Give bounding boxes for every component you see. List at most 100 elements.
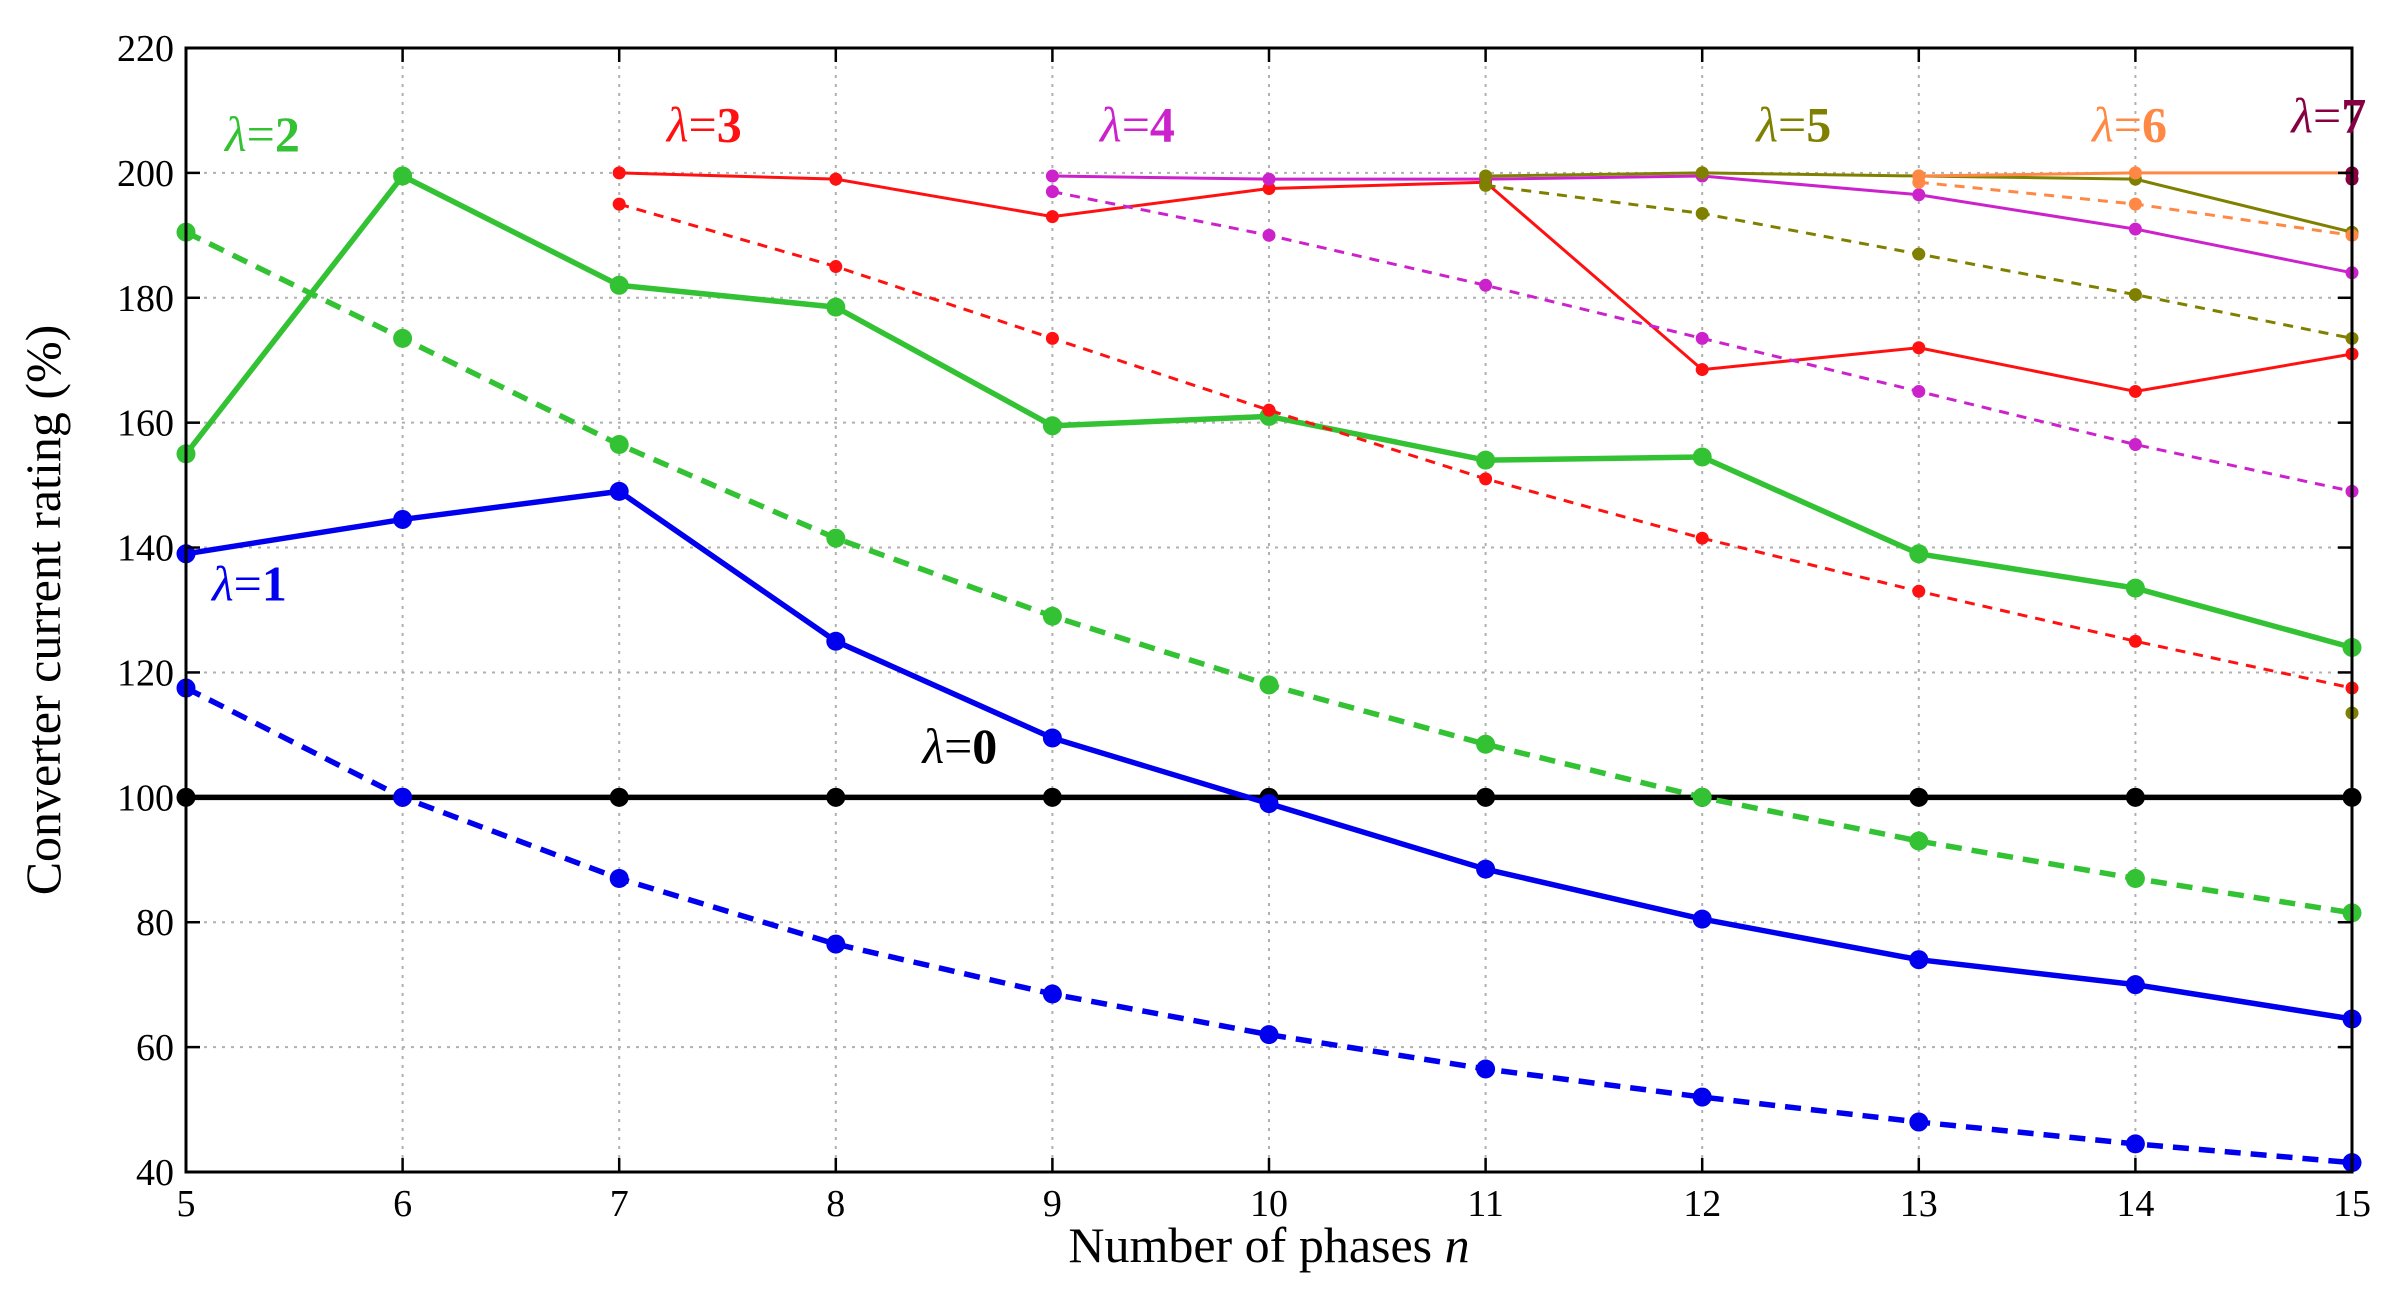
data-point: [1476, 859, 1496, 879]
data-point: [1912, 188, 1926, 202]
data-point: [609, 869, 629, 889]
x-tick-label: 7: [610, 1183, 629, 1225]
series-layer: [176, 166, 2362, 1173]
x-tick-label: 12: [1683, 1183, 1721, 1225]
data-point: [1479, 472, 1493, 486]
lambda-label-7: λ=7: [2289, 87, 2366, 143]
lambda-label-6: λ=6: [2090, 97, 2167, 153]
lambda-symbol: λ: [1754, 97, 1778, 153]
data-point: [1479, 169, 1493, 183]
data-point: [1909, 787, 1929, 807]
data-point: [1262, 228, 1276, 242]
series--4-dashed: [1045, 185, 2359, 498]
x-axis-title-variable: n: [1445, 1217, 1470, 1273]
lambda-equals: =: [1122, 97, 1150, 153]
data-point: [1259, 1025, 1279, 1045]
lambda-value: 4: [1150, 97, 1175, 153]
x-axis-title-text: Number of phases: [1068, 1217, 1444, 1273]
ticks: 5 6 7 8 9 10 11 12 13 14 1540608010012014016018020…: [117, 28, 2371, 1225]
data-point: [612, 166, 626, 180]
lambda-symbol: λ: [920, 718, 944, 774]
lambda-value: 1: [262, 556, 287, 612]
data-point: [1912, 584, 1926, 598]
series-line: [184, 685, 2353, 1166]
data-point: [2128, 166, 2142, 180]
y-tick-label: 100: [117, 777, 174, 819]
x-tick-label: 15: [2333, 1183, 2371, 1225]
y-tick-label: 140: [117, 528, 174, 570]
data-point: [1262, 403, 1276, 417]
data-point: [2128, 288, 2142, 302]
data-point: [1909, 950, 1929, 970]
y-axis-title: Converter current rating (%): [15, 325, 71, 896]
lambda-value: 2: [275, 106, 300, 162]
lambda-equals: =: [2114, 97, 2142, 153]
lambda-label-2: λ=2: [223, 106, 300, 162]
data-point: [1909, 1112, 1929, 1132]
data-point: [1262, 182, 1276, 195]
data-point: [1479, 178, 1493, 192]
data-point: [2128, 634, 2142, 648]
data-point: [393, 328, 413, 348]
data-point: [1479, 278, 1493, 292]
data-point: [1045, 210, 1059, 224]
annotations: λ=0λ=1λ=2 λ=3 λ=4 λ=5 λ=6 λ=7: [210, 87, 2366, 774]
x-tick-label: 5: [177, 1183, 196, 1225]
data-point: [826, 787, 846, 807]
data-point: [826, 934, 846, 954]
lambda-symbol: λ: [665, 97, 689, 153]
x-tick-label: 8: [826, 1183, 845, 1225]
data-point: [1042, 984, 1062, 1004]
lambda-label-3: λ=3: [665, 97, 742, 153]
x-tick-label: 10: [1250, 1183, 1288, 1225]
data-point: [1259, 675, 1279, 695]
data-point: [826, 528, 846, 548]
y-tick-label: 220: [117, 28, 174, 70]
x-tick-label: 11: [1467, 1183, 1504, 1225]
data-point: [609, 787, 629, 807]
data-point: [609, 481, 629, 501]
data-point: [393, 166, 413, 186]
x-tick-label: 9: [1043, 1183, 1062, 1225]
data-point: [1912, 175, 1926, 189]
lambda-equals: =: [2313, 87, 2341, 143]
lambda-value: 0: [972, 718, 997, 774]
lambda-label-4: λ=4: [1098, 97, 1175, 153]
data-point: [1909, 544, 1929, 564]
data-point: [1476, 734, 1496, 754]
lambda-value: 6: [2142, 97, 2167, 153]
y-tick-label: 60: [136, 1027, 174, 1069]
data-point: [1476, 1059, 1496, 1079]
data-point: [829, 260, 843, 274]
data-point: [393, 509, 413, 529]
lambda-symbol: λ: [223, 106, 247, 162]
data-point: [1692, 909, 1712, 929]
data-point: [2125, 578, 2145, 598]
lambda-equals: =: [944, 718, 972, 774]
data-point: [2128, 197, 2142, 211]
data-point: [609, 435, 629, 455]
lambda-symbol: λ: [2289, 87, 2313, 143]
lambda-label-1: λ=1: [210, 556, 287, 612]
y-tick-label: 160: [117, 403, 174, 445]
lambda-equals: =: [234, 556, 262, 612]
lambda-symbol: λ: [1098, 97, 1122, 153]
lambda-label-5: λ=5: [1754, 97, 1831, 153]
data-point: [1045, 331, 1059, 345]
lambda-label-0: λ=0: [920, 718, 997, 774]
data-point: [1042, 728, 1062, 748]
data-point: [1695, 531, 1709, 545]
data-point: [2128, 438, 2142, 452]
x-tick-label: 6: [393, 1183, 412, 1225]
y-tick-label: 80: [136, 902, 174, 944]
lambda-value: 7: [2341, 87, 2366, 143]
x-tick-label: 13: [1900, 1183, 1938, 1225]
lambda-symbol: λ: [2090, 97, 2114, 153]
data-point: [826, 631, 846, 651]
data-point: [1692, 1087, 1712, 1107]
data-point: [609, 275, 629, 295]
data-point: [612, 197, 626, 211]
data-point: [2128, 222, 2142, 236]
y-tick-label: 120: [117, 652, 174, 694]
